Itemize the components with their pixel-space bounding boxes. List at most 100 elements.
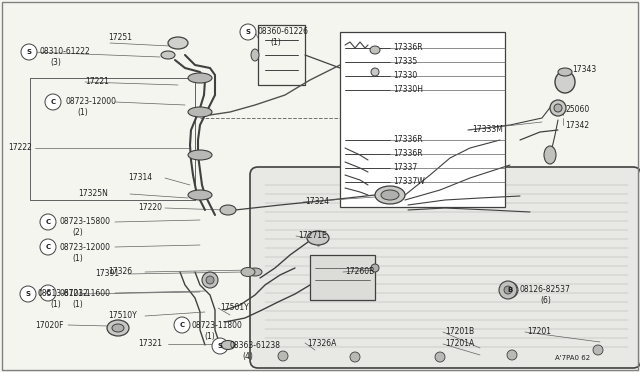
Text: S: S [26, 291, 31, 297]
Text: 08513-61012: 08513-61012 [38, 289, 89, 298]
Text: 17325N: 17325N [78, 189, 108, 199]
Text: 08360-61226: 08360-61226 [258, 28, 309, 36]
Ellipse shape [248, 268, 262, 276]
Text: 17020F: 17020F [35, 321, 63, 330]
Text: 17326: 17326 [108, 267, 132, 276]
Text: 17391: 17391 [95, 269, 119, 279]
Text: C: C [51, 99, 56, 105]
Circle shape [40, 214, 56, 230]
Text: 17251: 17251 [108, 33, 132, 42]
Bar [340, 32, 505, 207]
Text: C: C [179, 322, 184, 328]
Text: (4): (4) [242, 353, 253, 362]
Text: 08723-12000: 08723-12000 [65, 97, 116, 106]
Text: 17201B: 17201B [445, 327, 474, 337]
Text: 17220: 17220 [138, 203, 162, 212]
Circle shape [20, 286, 36, 302]
Text: B: B [508, 287, 513, 293]
Text: (3): (3) [50, 58, 61, 67]
Ellipse shape [558, 68, 572, 76]
Ellipse shape [307, 231, 329, 245]
Text: 08723-15800: 08723-15800 [60, 218, 111, 227]
Ellipse shape [251, 49, 259, 61]
Ellipse shape [188, 73, 212, 83]
Circle shape [593, 345, 603, 355]
Text: 08723-12000: 08723-12000 [60, 243, 111, 251]
Text: 17330H: 17330H [393, 86, 423, 94]
Text: 08723-11800: 08723-11800 [192, 321, 243, 330]
Text: C: C [45, 244, 51, 250]
Ellipse shape [188, 150, 212, 160]
Ellipse shape [555, 71, 575, 93]
Circle shape [40, 285, 56, 301]
Text: (1): (1) [270, 38, 281, 48]
Circle shape [507, 350, 517, 360]
Circle shape [206, 276, 214, 284]
Text: 17335: 17335 [393, 58, 417, 67]
Text: (1): (1) [72, 299, 83, 308]
Ellipse shape [221, 340, 235, 350]
Text: 08723-11600: 08723-11600 [60, 289, 111, 298]
Circle shape [212, 338, 228, 354]
Text: S: S [26, 49, 31, 55]
Ellipse shape [381, 190, 399, 200]
Ellipse shape [550, 100, 566, 116]
Text: 17336R: 17336R [393, 135, 422, 144]
Text: 17260B: 17260B [345, 267, 374, 276]
Circle shape [371, 264, 379, 272]
Text: A'7PA0 62: A'7PA0 62 [555, 355, 590, 361]
Text: (1): (1) [50, 301, 61, 310]
Circle shape [40, 239, 56, 255]
Text: 17336R: 17336R [393, 150, 422, 158]
Ellipse shape [375, 186, 405, 204]
Ellipse shape [188, 107, 212, 117]
Text: 17336R: 17336R [393, 44, 422, 52]
Text: S: S [218, 343, 223, 349]
Text: 25060: 25060 [565, 106, 589, 115]
Text: 08363-61238: 08363-61238 [230, 341, 281, 350]
Circle shape [202, 272, 218, 288]
Circle shape [435, 352, 445, 362]
Text: (6): (6) [540, 296, 551, 305]
Text: 17321: 17321 [138, 340, 162, 349]
Ellipse shape [241, 267, 255, 276]
Text: 17337W: 17337W [393, 177, 425, 186]
Circle shape [499, 281, 517, 299]
Text: 17201A: 17201A [445, 340, 474, 349]
Text: 17271E: 17271E [298, 231, 327, 241]
Text: 17337: 17337 [393, 164, 417, 173]
Text: 17221: 17221 [85, 77, 109, 87]
Circle shape [278, 351, 288, 361]
Bar [310, 255, 375, 300]
Text: 17326A: 17326A [307, 339, 337, 347]
Text: 17330: 17330 [393, 71, 417, 80]
Ellipse shape [107, 320, 129, 336]
Text: 17342: 17342 [565, 121, 589, 129]
Ellipse shape [168, 37, 188, 49]
Text: 17324: 17324 [305, 198, 329, 206]
Text: S: S [246, 29, 250, 35]
Text: 17510Y: 17510Y [108, 311, 137, 321]
Circle shape [21, 44, 37, 60]
Circle shape [502, 282, 518, 298]
Text: (1): (1) [77, 109, 88, 118]
Circle shape [174, 317, 190, 333]
Text: 08310-61222: 08310-61222 [40, 48, 91, 57]
Text: C: C [45, 290, 51, 296]
FancyBboxPatch shape [250, 167, 640, 368]
Ellipse shape [112, 324, 124, 332]
Ellipse shape [544, 146, 556, 164]
Circle shape [45, 94, 61, 110]
Ellipse shape [371, 68, 379, 76]
Text: 17201: 17201 [527, 327, 551, 337]
Text: C: C [45, 219, 51, 225]
Text: (1): (1) [204, 331, 215, 340]
Ellipse shape [554, 104, 562, 112]
Text: 17222: 17222 [8, 144, 32, 153]
Text: 08126-82537: 08126-82537 [520, 285, 571, 295]
Circle shape [240, 24, 256, 40]
Text: (1): (1) [72, 253, 83, 263]
Text: 17314: 17314 [128, 173, 152, 183]
Circle shape [350, 352, 360, 362]
Text: 17501Y: 17501Y [220, 304, 249, 312]
